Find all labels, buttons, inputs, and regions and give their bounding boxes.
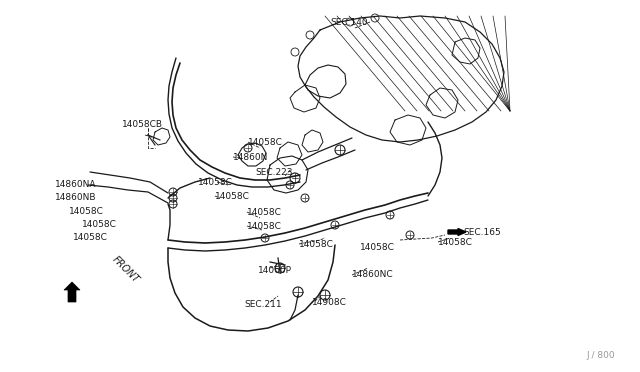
Text: 14058C: 14058C xyxy=(299,240,334,249)
Text: J / 800: J / 800 xyxy=(586,351,615,360)
Text: 14060P: 14060P xyxy=(258,266,292,275)
Text: 14058C: 14058C xyxy=(69,207,104,216)
Text: SEC.223: SEC.223 xyxy=(255,168,292,177)
Text: 14908C: 14908C xyxy=(312,298,347,307)
Text: 14058C: 14058C xyxy=(247,208,282,217)
Text: 14058C: 14058C xyxy=(198,178,233,187)
Text: 14058CB: 14058CB xyxy=(122,120,163,129)
Text: 14860NA: 14860NA xyxy=(55,180,97,189)
Text: 14860NC: 14860NC xyxy=(352,270,394,279)
Polygon shape xyxy=(64,282,80,302)
Text: FRONT: FRONT xyxy=(110,254,141,285)
FancyArrow shape xyxy=(448,228,466,235)
Text: 14058C: 14058C xyxy=(215,192,250,201)
Text: 14058C: 14058C xyxy=(247,222,282,231)
Text: SEC.211: SEC.211 xyxy=(244,300,282,309)
Text: 14058C: 14058C xyxy=(82,220,117,229)
Text: 14058C: 14058C xyxy=(248,138,283,147)
Text: SEC.140: SEC.140 xyxy=(330,18,367,27)
Text: 14058C: 14058C xyxy=(360,243,395,252)
Text: 14058C: 14058C xyxy=(73,233,108,242)
Text: SEC.165: SEC.165 xyxy=(463,228,500,237)
Text: 14860NB: 14860NB xyxy=(55,193,97,202)
Text: 14058C: 14058C xyxy=(438,238,473,247)
Text: 14860N: 14860N xyxy=(233,153,268,162)
